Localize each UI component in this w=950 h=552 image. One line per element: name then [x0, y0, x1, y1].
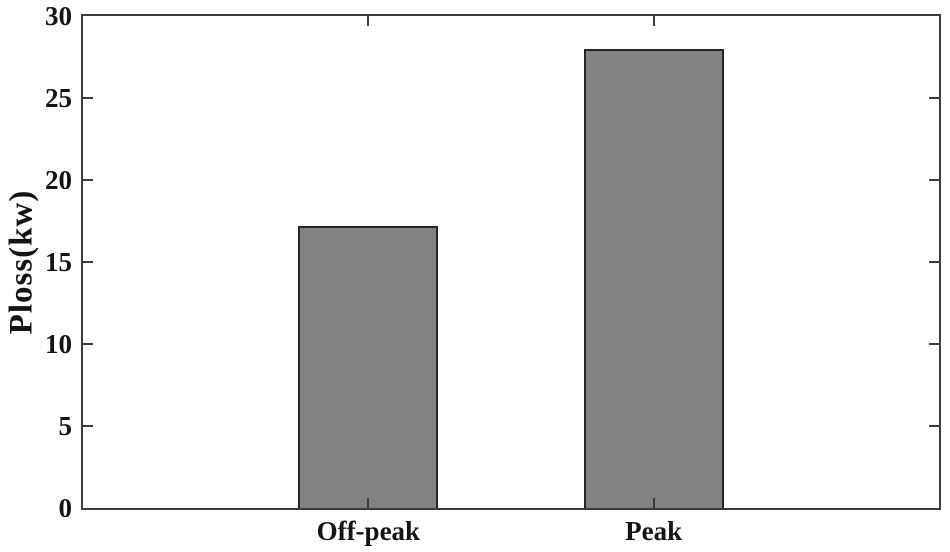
y-tick-mark: [929, 97, 939, 99]
x-category-label-off-peak: Off-peak: [316, 516, 421, 546]
y-tick-mark: [83, 179, 93, 181]
y-tick-mark: [929, 179, 939, 181]
x-category-label-peak: Peak: [625, 516, 683, 546]
y-tick-mark: [929, 425, 939, 427]
bar-peak: [583, 48, 724, 508]
y-tick-label: 5: [58, 411, 73, 441]
y-tick-mark: [929, 343, 939, 345]
y-tick-label: 20: [45, 165, 72, 195]
y-tick-mark: [929, 261, 939, 263]
y-tick-label: 10: [45, 329, 72, 359]
y-tick-label: 25: [45, 83, 72, 113]
x-tick-mark: [652, 498, 655, 508]
bar-off-peak: [298, 225, 439, 508]
y-tick-mark: [83, 425, 93, 427]
x-tick-mark: [652, 16, 655, 26]
plot-area: [81, 14, 941, 510]
y-tick-label: 15: [45, 247, 72, 277]
x-tick-mark: [367, 498, 370, 508]
y-tick-label: 0: [58, 493, 73, 523]
x-tick-mark: [367, 16, 370, 26]
y-tick-mark: [83, 261, 93, 263]
y-tick-mark: [83, 97, 93, 99]
y-tick-mark: [83, 343, 93, 345]
y-tick-label: 30: [45, 1, 72, 31]
